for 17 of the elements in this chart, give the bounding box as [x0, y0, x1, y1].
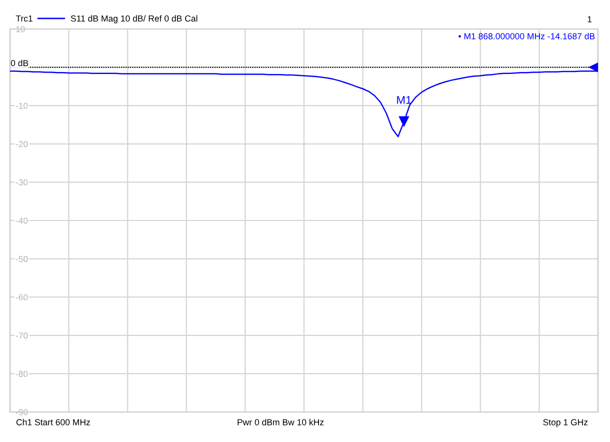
legend-label: S11 dB Mag 10 dB/ Ref 0 dB Cal	[70, 15, 198, 24]
text: Stop 1 GHz	[543, 419, 588, 428]
ref-line-label: 0 dB	[10, 60, 28, 66]
y-tick-label: -50	[16, 256, 28, 262]
text: Ch1 Start 600 MHz	[16, 418, 90, 426]
text: Pwr 0 dBm Bw 10 kHz	[238, 418, 324, 426]
y-tick-label: -10	[16, 102, 28, 109]
y-tick-label: -40	[16, 218, 28, 224]
y-tick-label: -20	[16, 141, 28, 148]
y-tick-label: -60	[16, 294, 28, 300]
annotation: • M1 868.000000 MHz -14.1687 dB	[458, 32, 595, 40]
text: 1	[588, 16, 592, 22]
annotation: M1	[397, 96, 412, 104]
y-tick-label: -80	[16, 370, 28, 377]
y-tick-label: -70	[16, 332, 28, 339]
legend-title: Trc1	[16, 15, 32, 22]
y-tick-label: -30	[16, 179, 28, 186]
